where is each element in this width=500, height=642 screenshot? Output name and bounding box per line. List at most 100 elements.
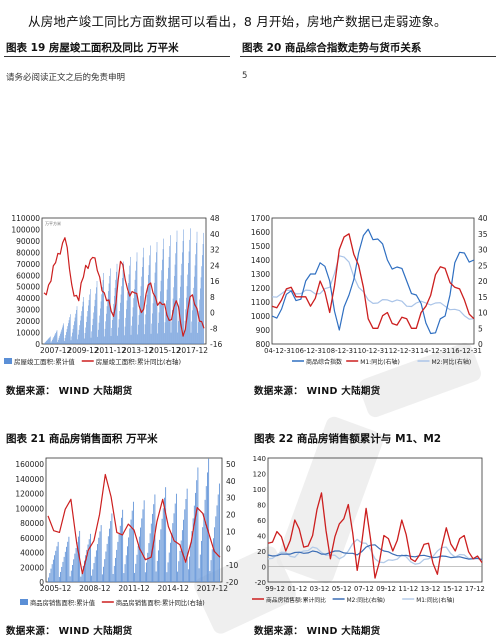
y-tick-label: 900: [256, 326, 271, 335]
plot-frame: [271, 217, 475, 345]
bar: [198, 568, 200, 582]
bar: [135, 563, 137, 582]
x-tick-label: 10-12-31: [358, 347, 389, 355]
bar: [84, 560, 85, 582]
bar: [211, 549, 213, 582]
y-tick-label: 100000: [15, 504, 44, 513]
y-right-tick-label: 48: [210, 214, 220, 223]
figure-19-title: 图表 19 房屋竣工面积及同比 万平米: [6, 42, 179, 54]
bar: [52, 559, 54, 582]
unit-label: 万平方米: [45, 220, 61, 226]
bar: [91, 575, 93, 582]
x-tick-label: 99-12: [265, 585, 285, 593]
bar: [218, 483, 220, 582]
y-tick-label: 100: [253, 486, 266, 494]
bar: [56, 546, 58, 582]
y-tick-label: 60: [257, 517, 266, 525]
y-right-tick-label: 5: [478, 324, 483, 333]
bar: [141, 518, 143, 582]
series-line-m2: [267, 544, 483, 561]
bar: [201, 540, 202, 582]
legend-swatch: [4, 358, 12, 364]
bar: [161, 518, 163, 582]
bar: [215, 516, 217, 582]
legend-label: 商品综合指数: [306, 358, 342, 366]
legend-swatch: [20, 599, 28, 605]
bar: [104, 559, 106, 582]
y-tick-label: 100000: [11, 225, 40, 234]
y-tick-label: 1300: [251, 270, 270, 279]
header-divider-left: [4, 56, 230, 57]
y-tick-label: 110000: [11, 214, 40, 223]
bar: [94, 556, 96, 582]
x-tick-label: 12-12-31: [389, 347, 420, 355]
bar: [69, 576, 71, 582]
bar: [193, 505, 195, 582]
legend-label: 房屋竣工面积:累计同比(右轴): [96, 357, 181, 366]
bar: [146, 562, 147, 582]
y-tick-label: 160000: [15, 460, 44, 469]
y-tick-label: 0: [39, 578, 44, 587]
chart-f21: 160000 140000 120000 100000 80000 60000 40000 2…: [15, 457, 238, 607]
bar: [180, 540, 182, 582]
y-right-tick-label: -8: [210, 324, 218, 333]
y-tick-label: 30000: [16, 306, 40, 315]
legend-label: 商品房销售面积:累计同比(右轴): [116, 598, 205, 607]
x-tick-label: 2017-12: [177, 346, 209, 355]
bar: [67, 541, 69, 582]
x-tick-label: 06-12-31: [295, 347, 326, 355]
bar: [166, 572, 168, 582]
chart-f20: 1700 1600 1500 1400 1300 1200 1100 1000 900 800 40…: [251, 214, 488, 366]
bar: [89, 533, 91, 582]
legend-label: M2:同比(右轴): [432, 358, 472, 366]
bar: [162, 508, 164, 582]
x-tick-label: 2014-12: [158, 584, 190, 593]
bar: [209, 571, 211, 582]
x-tick-label: 08-12-31: [326, 347, 357, 355]
series-line-m1: [267, 538, 483, 565]
bar: [137, 545, 139, 582]
bar: [121, 517, 122, 582]
y-tick-label: 120000: [15, 490, 44, 499]
bar: [117, 541, 119, 582]
bar: [111, 513, 113, 582]
bar: [164, 497, 165, 582]
y-tick-label: 1600: [251, 228, 270, 237]
y-tick-label: 10000: [16, 329, 40, 338]
bar: [57, 541, 59, 582]
disclaimer: 请务必阅读正文之后的免责申明: [6, 73, 126, 83]
y-right-tick-label: 0: [478, 340, 483, 349]
bar: [185, 499, 187, 582]
page-number: 5: [242, 71, 248, 81]
bar: [191, 531, 193, 582]
bar: [158, 550, 159, 582]
legend-label: 商品房销售面积:累计值: [30, 598, 96, 607]
figure-21-source: 数据来源： WIND 大陆期货: [6, 626, 133, 637]
y-tick-label: 40000: [20, 549, 44, 558]
y-tick-label: 1700: [251, 214, 270, 223]
series-line-sales-yoy: [267, 492, 483, 579]
bar: [174, 503, 176, 582]
figure-22-title: 图表 22 商品房销售额累计与 M1、M2: [254, 433, 442, 445]
series-line-m2: [271, 255, 475, 320]
y-tick-label: 1400: [251, 256, 270, 265]
bar: [58, 576, 60, 582]
bar: [109, 528, 110, 582]
y-tick-label: 80000: [16, 248, 40, 257]
x-tick-label: 11-12: [398, 585, 418, 593]
bar: [155, 571, 157, 582]
bar: [93, 563, 95, 582]
bar: [116, 549, 118, 582]
y-tick-label: 1000: [251, 312, 270, 321]
y-tick-label: 0: [262, 564, 266, 572]
bar: [205, 486, 207, 582]
bar: [147, 552, 149, 582]
bar: [115, 557, 116, 582]
y-tick-label: 80: [257, 502, 266, 510]
x-tick-label: 17-12: [465, 585, 485, 593]
y-right-tick-label: 40: [226, 477, 236, 486]
bar: [208, 458, 210, 582]
bar: [197, 467, 199, 582]
bar: [203, 513, 205, 582]
x-tick-label: 2017-12: [197, 584, 229, 593]
